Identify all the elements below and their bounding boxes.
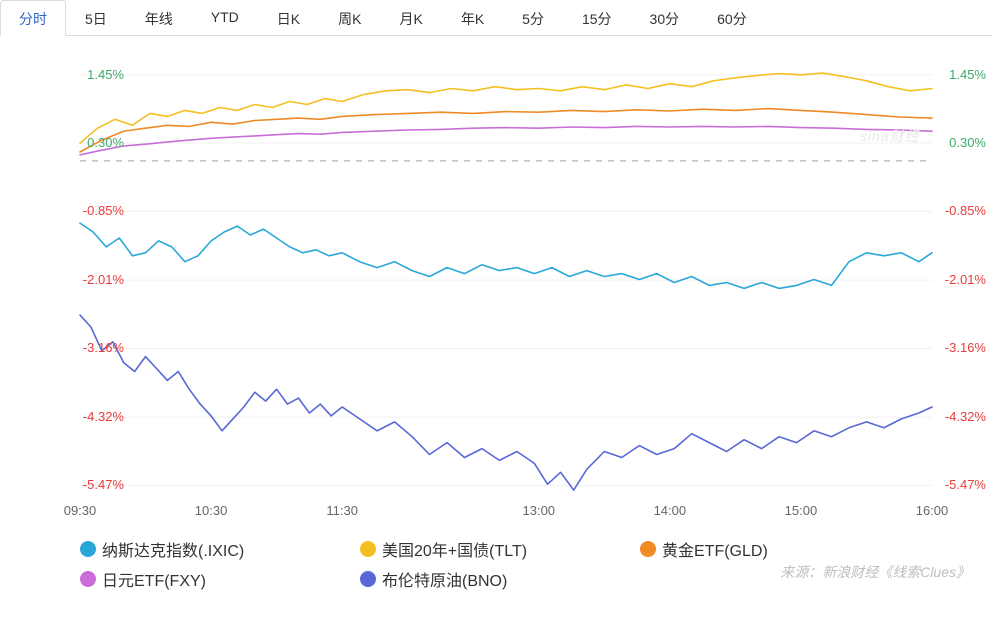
legend-label: 日元ETF(FXY) (102, 567, 206, 591)
ylabel-right: -2.01% (945, 272, 986, 287)
chart-svg (0, 36, 992, 531)
xlabel: 09:30 (64, 503, 97, 518)
ylabel-left: 0.30% (74, 135, 124, 150)
legend-item-tlt[interactable]: 美国20年+国债(TLT) (360, 537, 640, 561)
chart-legend: 纳斯达克指数(.IXIC) 美国20年+国债(TLT) 黄金ETF(GLD) 日元ET… (0, 531, 992, 591)
ylabel-right: -5.47% (945, 477, 986, 492)
ylabel-right: 0.30% (949, 135, 986, 150)
xlabel: 10:30 (195, 503, 228, 518)
legend-label: 纳斯达克指数(.IXIC) (102, 537, 244, 561)
legend-item-gld[interactable]: 黄金ETF(GLD) (640, 537, 860, 561)
xlabel: 13:00 (522, 503, 555, 518)
tab-0[interactable]: 分时 (0, 0, 66, 36)
legend-dot-icon (80, 571, 96, 587)
tab-10[interactable]: 30分 (631, 0, 699, 36)
legend-item-bno[interactable]: 布伦特原油(BNO) (360, 567, 640, 591)
price-chart[interactable]: 1.45% 0.30% -0.85% -2.01% -3.16% -4.32% -5.47%… (0, 36, 992, 531)
series-tlt (80, 73, 932, 143)
tab-2[interactable]: 年线 (126, 0, 192, 36)
tab-6[interactable]: 月K (380, 0, 441, 36)
tab-11[interactable]: 60分 (698, 0, 766, 36)
ylabel-right: -3.16% (945, 340, 986, 355)
legend-item-ixic[interactable]: 纳斯达克指数(.IXIC) (80, 537, 360, 561)
watermark: sina财经 (860, 126, 920, 146)
ylabel-left: -4.32% (74, 409, 124, 424)
ylabel-left: -0.85% (74, 203, 124, 218)
legend-dot-icon (640, 541, 656, 557)
xlabel: 16:00 (916, 503, 949, 518)
tab-3[interactable]: YTD (192, 0, 258, 36)
ylabel-right: -4.32% (945, 409, 986, 424)
series-bno (80, 315, 932, 490)
legend-label: 黄金ETF(GLD) (662, 537, 768, 561)
time-range-tabs: 分时5日年线YTD日K周K月K年K5分15分30分60分 (0, 0, 992, 36)
source-attribution: 来源：新浪财经《线索Clues》 (780, 562, 970, 582)
legend-label: 美国20年+国债(TLT) (382, 537, 527, 561)
legend-dot-icon (360, 571, 376, 587)
series-gld (80, 109, 932, 152)
ylabel-left: -3.16% (74, 340, 124, 355)
tab-4[interactable]: 日K (258, 0, 319, 36)
ylabel-left: 1.45% (74, 67, 124, 82)
xlabel: 11:30 (326, 503, 358, 518)
legend-item-fxy[interactable]: 日元ETF(FXY) (80, 567, 360, 591)
ylabel-right: -0.85% (945, 203, 986, 218)
ylabel-right: 1.45% (949, 67, 986, 82)
series-ixic (80, 223, 932, 288)
tab-1[interactable]: 5日 (66, 0, 126, 36)
tab-9[interactable]: 15分 (563, 0, 631, 36)
ylabel-left: -2.01% (74, 272, 124, 287)
tab-5[interactable]: 周K (319, 0, 380, 36)
tab-7[interactable]: 年K (442, 0, 503, 36)
xlabel: 14:00 (654, 503, 687, 518)
series-fxy (80, 126, 932, 154)
legend-dot-icon (80, 541, 96, 557)
tab-8[interactable]: 5分 (503, 0, 563, 36)
legend-dot-icon (360, 541, 376, 557)
ylabel-left: -5.47% (74, 477, 124, 492)
xlabel: 15:00 (785, 503, 818, 518)
legend-label: 布伦特原油(BNO) (382, 567, 507, 591)
